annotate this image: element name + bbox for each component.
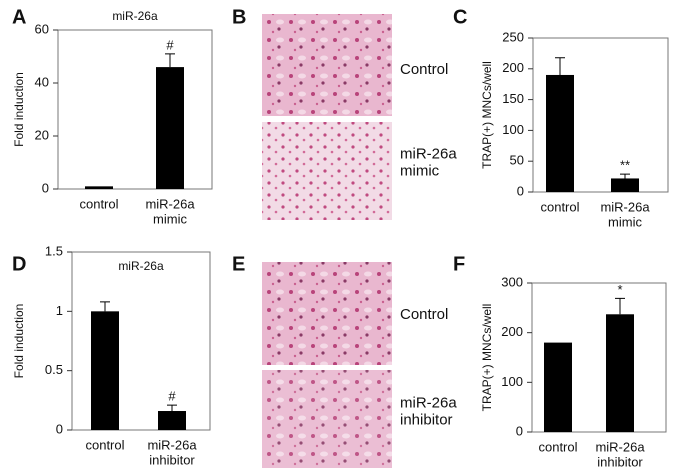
y-tick-label: 0 <box>56 421 63 436</box>
x-tick-label: control <box>540 199 579 214</box>
y-tick-label: 300 <box>501 274 523 289</box>
panel-letter: A <box>12 6 26 28</box>
x-tick-label: inhibitor <box>149 452 195 467</box>
x-tick-label: mimic <box>153 211 187 226</box>
y-tick-label: 60 <box>35 21 49 36</box>
micrograph <box>262 262 392 365</box>
plot-frame <box>531 282 667 433</box>
annotation: # <box>166 37 174 52</box>
y-tick-label: 200 <box>502 60 524 75</box>
x-tick-label: miR-26a <box>600 199 650 214</box>
x-tick-label: mimic <box>608 214 642 229</box>
error-bar <box>165 53 175 68</box>
panel-letter: D <box>12 253 26 275</box>
micrograph <box>262 14 392 116</box>
x-tick-label: inhibitor <box>597 454 643 469</box>
x-tick-label: control <box>85 437 124 452</box>
y-tick-label: 0.5 <box>45 362 63 377</box>
bar <box>544 342 572 432</box>
y-tick-label: 100 <box>502 122 524 137</box>
image-label: Control <box>400 61 448 78</box>
bar <box>91 311 119 430</box>
y-tick-label: 0 <box>517 183 524 198</box>
panel-letter: B <box>232 6 246 28</box>
image-label: miR-26a <box>400 145 457 162</box>
y-tick-label: 50 <box>510 153 524 168</box>
x-tick-label: control <box>79 196 118 211</box>
y-tick-label: 150 <box>502 91 524 106</box>
bar <box>606 314 634 432</box>
image-label: miR-26a <box>400 394 457 411</box>
panel-letter: E <box>232 253 245 275</box>
image-label: inhibitor <box>400 411 453 428</box>
error-bar <box>100 301 110 312</box>
x-tick-label: miR-26a <box>595 439 645 454</box>
annotation: * <box>617 282 622 297</box>
panel-letter: C <box>453 6 467 28</box>
plot-frame <box>71 251 211 431</box>
bar <box>156 67 184 189</box>
y-tick-label: 200 <box>501 324 523 339</box>
y-tick-label: 40 <box>35 74 49 89</box>
error-bar <box>167 404 177 412</box>
x-tick-label: miR-26a <box>145 196 195 211</box>
bar <box>85 186 113 189</box>
image-label: mimic <box>400 162 440 179</box>
bar <box>158 411 186 430</box>
y-tick-label: 1.5 <box>45 243 63 258</box>
image-label: Control <box>400 306 448 323</box>
y-tick-label: 0 <box>516 423 523 438</box>
y-axis-label: TRAP(+) MNCs/well <box>480 304 494 412</box>
bar <box>611 178 639 192</box>
error-bar <box>555 57 565 75</box>
y-axis-label: Fold induction <box>12 72 26 147</box>
plot-frame <box>532 37 669 193</box>
plot-frame <box>57 29 213 190</box>
y-axis-label: Fold induction <box>12 304 26 379</box>
y-tick-label: 250 <box>502 29 524 44</box>
micrograph <box>262 122 392 220</box>
chart-title: miR-26a <box>112 9 158 23</box>
error-bar <box>615 297 625 315</box>
chart-title: miR-26a <box>118 259 164 273</box>
y-tick-label: 20 <box>35 127 49 142</box>
micrograph <box>262 370 392 468</box>
annotation: # <box>168 389 176 404</box>
y-axis-label: TRAP(+) MNCs/well <box>480 61 494 169</box>
panel-letter: F <box>453 253 465 275</box>
y-tick-label: 100 <box>501 374 523 389</box>
annotation: ** <box>620 158 630 173</box>
bar <box>546 74 574 192</box>
y-tick-label: 1 <box>56 303 63 318</box>
x-tick-label: miR-26a <box>147 437 197 452</box>
x-tick-label: control <box>538 439 577 454</box>
y-tick-label: 0 <box>42 180 49 195</box>
error-bar <box>620 173 630 179</box>
